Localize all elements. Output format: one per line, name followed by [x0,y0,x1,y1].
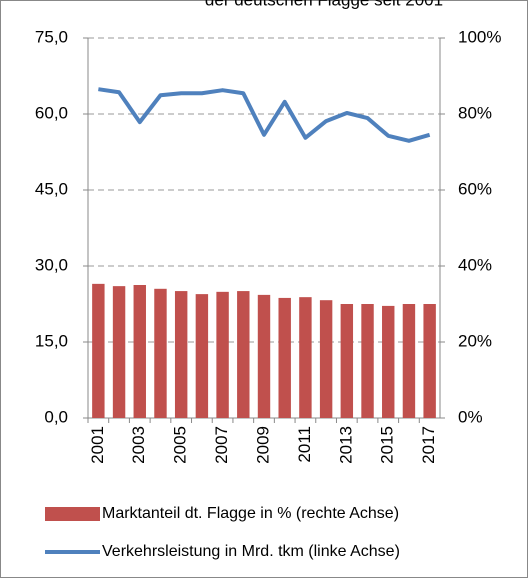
legend-label: Verkehrsleistung in Mrd. tkm (linke Achs… [102,543,400,560]
y-tick-label: 60,0 [35,103,68,122]
y2-tick-label: 20% [458,331,492,350]
y2-tick-label: 100% [458,27,501,46]
bar [257,294,271,418]
bar [216,291,229,418]
y-tick-label: 0,0 [44,407,68,426]
y-tick-label: 30,0 [35,255,68,274]
y2-tick-label: 0% [458,407,483,426]
x-tick-label: 2013 [336,426,355,464]
legend-label: Marktanteil dt. Flagge in % (rechte Achs… [102,505,399,522]
legend-swatch [45,507,100,521]
bar [299,297,312,418]
bar [402,304,416,418]
x-tick-label: 2001 [88,426,107,464]
bar [195,294,209,418]
x-tick-label: 2011 [295,426,314,463]
y-tick-label: 15,0 [35,331,68,350]
bar [237,291,250,418]
bar [382,305,395,418]
x-tick-label: 2003 [129,426,148,464]
chart-title: der deutschen Flagge seit 2001 [205,0,443,9]
y2-tick-label: 60% [458,179,492,198]
bar [340,304,354,418]
y-tick-label: 75,0 [35,27,68,46]
y-tick-label: 45,0 [35,179,68,198]
bar [133,285,146,418]
bar [423,304,436,418]
bar [92,283,105,418]
y2-tick-label: 80% [458,103,492,122]
y2-tick-label: 40% [458,255,492,274]
x-tick-label: 2015 [378,426,397,464]
bar [154,288,167,418]
bar [319,300,333,418]
bar [278,297,291,418]
bar [112,286,126,418]
line [98,87,431,143]
x-tick-label: 2007 [212,426,231,464]
bar [361,304,374,418]
x-tick-label: 2005 [171,426,190,464]
bar [174,291,188,418]
x-tick-label: 2009 [253,426,272,464]
x-tick-label: 2017 [419,426,438,464]
